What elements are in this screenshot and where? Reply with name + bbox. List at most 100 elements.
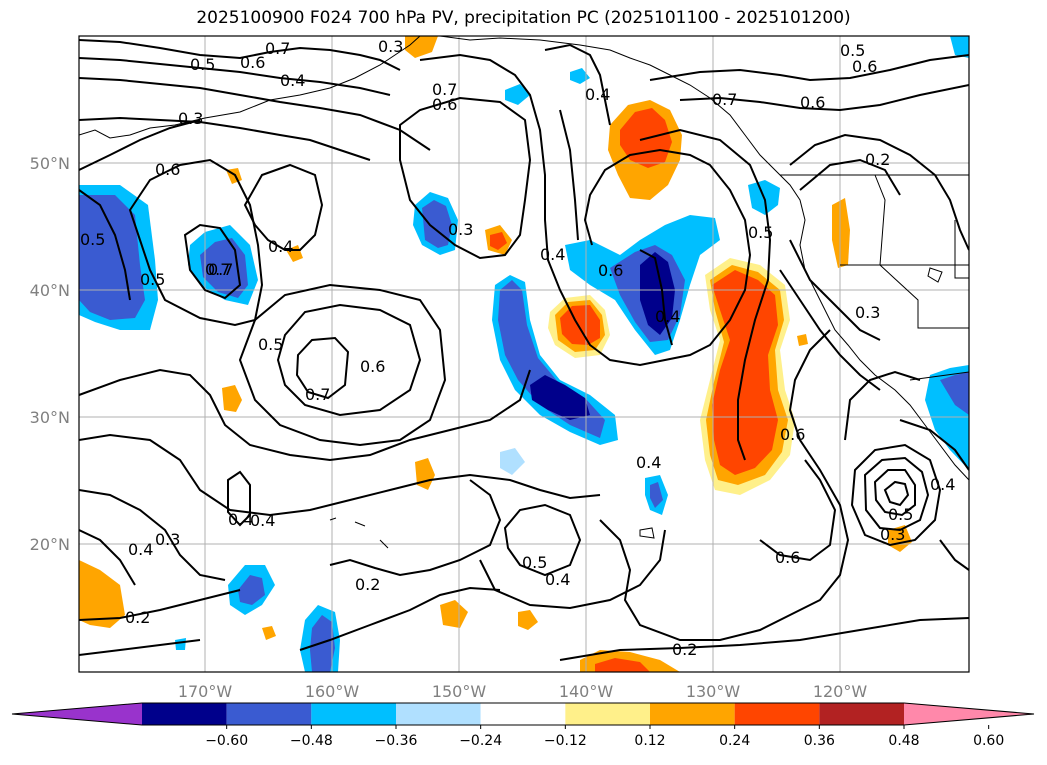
contour-label: 0.7 [712,90,737,109]
contour-label: 0.3 [178,109,203,128]
contour-label: 0.4 [545,570,570,589]
contour-line [789,133,969,251]
contour-line [419,53,752,367]
precip-patch [222,385,242,412]
contour-label: 0.7 [208,260,233,279]
latitude-label: 50°N [30,154,70,173]
colorbar-tick-label: −0.24 [459,733,502,749]
contour-line [79,529,136,586]
contour-label: 0.5 [190,55,215,74]
contour-label: 0.3 [880,525,905,544]
contour-label: 0.2 [865,150,890,169]
contour-line [639,128,772,461]
map-title: 2025100900 F024 700 hPa PV, precipitatio… [196,8,851,28]
contour-label: 0.7 [265,39,290,58]
contour-line [329,479,502,577]
north-america-coast [439,36,969,481]
latitude-axis: 50°N 40°N 30°N 20°N [30,154,70,554]
map-frame [78,35,970,673]
contour-label: 0.6 [775,548,800,567]
contour-label: 0.7 [432,80,457,99]
precip-patch [595,658,650,672]
precip-patch [175,638,186,650]
contour-label: 0.6 [360,357,385,376]
longitude-label: 140°W [559,682,614,701]
colorbar-segment [480,703,566,725]
contour-line [79,489,226,581]
contour-line [844,370,921,441]
colorbar-tick-label: −0.48 [290,733,333,749]
precip-patch [797,334,808,346]
contour-label: 0.6 [800,93,825,112]
contour-label: 0.3 [448,220,473,239]
precip-patch [500,448,525,475]
colorbar: −0.60 −0.48 −0.36 −0.24 −0.12 0.12 0.24 0.36 0.4… [11,702,1035,749]
contour-label: 0.7 [205,260,230,279]
precip-patch [712,270,778,475]
contour-line [399,96,532,260]
contour-label: 0.5 [748,223,773,242]
contour-line [873,469,916,517]
contour-line [128,158,264,327]
contour-label: 0.4 [250,511,275,530]
contour-label: 0.6 [432,95,457,114]
longitude-label: 130°W [686,682,741,701]
precip-patch [888,525,912,552]
colorbar-segment [650,703,735,725]
longitude-label: 160°W [305,682,360,701]
contour-line [883,480,910,507]
contour-line [639,249,673,346]
contour-line [183,223,242,300]
contour-label-group: 0.7 0.5 0.6 0.4 0.3 0.6 0.3 0.7 0.6 0.7 … [80,37,955,659]
contour-label: 0.3 [378,37,403,56]
colorbar-tick-label: 0.24 [719,733,750,749]
precip-positive-shading [79,36,912,672]
alaska-aleutian-coast [79,36,421,139]
contour-line [79,57,391,96]
colorbar-segment [396,703,481,725]
contour-line [779,269,881,391]
island [639,527,655,539]
contour-line [503,503,582,577]
contour-label: 0.2 [672,640,697,659]
contour-line [227,470,251,527]
precip-patch [238,575,265,605]
contour-line [299,586,501,651]
contour-line [243,163,324,251]
precip-patch [262,626,276,640]
contour-line [649,54,969,82]
mexico-border [909,371,969,381]
latitude-label: 20°N [30,535,70,554]
pv-contours [79,39,969,661]
contour-line [79,433,601,517]
contour-line [79,116,371,161]
contour-label: 0.6 [780,425,805,444]
state-border [874,174,969,266]
contour-label: 0.6 [240,53,265,72]
colorbar-segment [142,703,227,725]
contour-line [559,109,579,241]
colorbar-tick-label: −0.12 [544,733,587,749]
colorbar-tick-label: 0.12 [634,733,665,749]
contour-label: 0.4 [655,307,680,326]
contour-line [899,419,969,471]
contour-label: 0.5 [522,553,547,572]
contour-line [79,589,241,621]
longitude-label: 170°W [178,682,233,701]
colorbar-tick-label: 0.36 [804,733,835,749]
precip-patch [440,600,468,628]
colorbar-extend-max [904,703,1034,725]
colorbar-extend-min [12,703,142,725]
contour-line [276,303,422,417]
contour-label: 0.3 [855,303,880,322]
colorbar-segment [311,703,396,725]
contour-label: 0.4 [930,475,955,494]
contour-line [939,539,969,571]
lake [927,267,943,283]
contour-label: 0.2 [125,608,150,627]
contour-line [79,189,131,301]
precip-patch [570,68,590,84]
precip-patch [530,375,590,420]
contour-label: 0.4 [228,510,253,529]
